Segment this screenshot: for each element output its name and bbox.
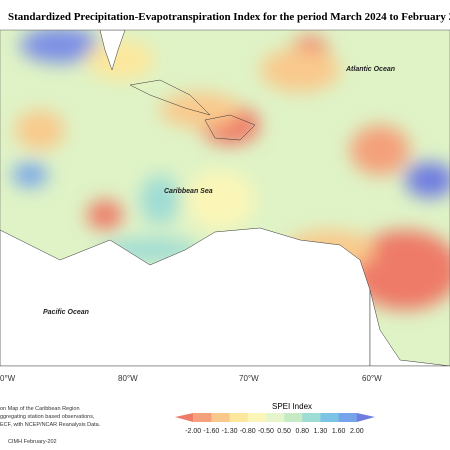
ocean-label: Caribbean Sea	[164, 188, 213, 195]
legend-swatch	[193, 413, 212, 422]
longitude-label: 70°W	[239, 374, 259, 383]
ocean-label: Pacific Ocean	[43, 309, 89, 316]
legend-swatch	[302, 413, 321, 422]
map-title: Standardized Precipitation-Evapotranspir…	[8, 11, 450, 23]
legend-tick-label: -1.60	[203, 428, 219, 435]
footer: CIMH February-202	[8, 439, 57, 445]
legend-swatch	[229, 413, 249, 422]
legend-tick-label: 1.60	[332, 428, 346, 435]
description: ECF, with NCEP/NCAR Reanalysis Data.	[0, 422, 101, 428]
legend-tick-label: 0.80	[295, 428, 309, 435]
longitude-label: 0°W	[0, 374, 16, 383]
legend-tick-label: -0.50	[258, 428, 274, 435]
legend-swatch	[247, 413, 267, 422]
legend-swatch	[265, 413, 285, 422]
legend-tick-label: -2.00	[185, 428, 201, 435]
ocean-label: Atlantic Ocean	[345, 66, 395, 73]
longitude-label: 80°W	[118, 374, 138, 383]
spei-field	[0, 30, 450, 366]
longitude-label: 60°W	[362, 374, 382, 383]
legend-swatch	[284, 413, 303, 422]
legend-tick-label: 0.50	[277, 428, 291, 435]
legend-tick-label: 2.00	[350, 428, 364, 435]
legend-tick-label: 1.30	[314, 428, 328, 435]
description: on Map of the Caribbean Region	[0, 406, 80, 412]
description: ggregating station based observations,	[0, 414, 95, 420]
legend-title: SPEI Index	[272, 402, 312, 411]
legend-swatch	[175, 413, 194, 422]
legend-swatch	[320, 413, 339, 422]
legend-swatch	[338, 413, 358, 422]
legend-tick-label: -0.80	[240, 428, 256, 435]
legend-tick-label: -1.30	[222, 428, 238, 435]
legend-swatch	[211, 413, 230, 422]
legend: -2.00 -1.60 -1.30 -0.80 -0.50 0.50 0.80 1.30 1.6…	[175, 413, 375, 435]
legend-swatch	[356, 413, 375, 422]
